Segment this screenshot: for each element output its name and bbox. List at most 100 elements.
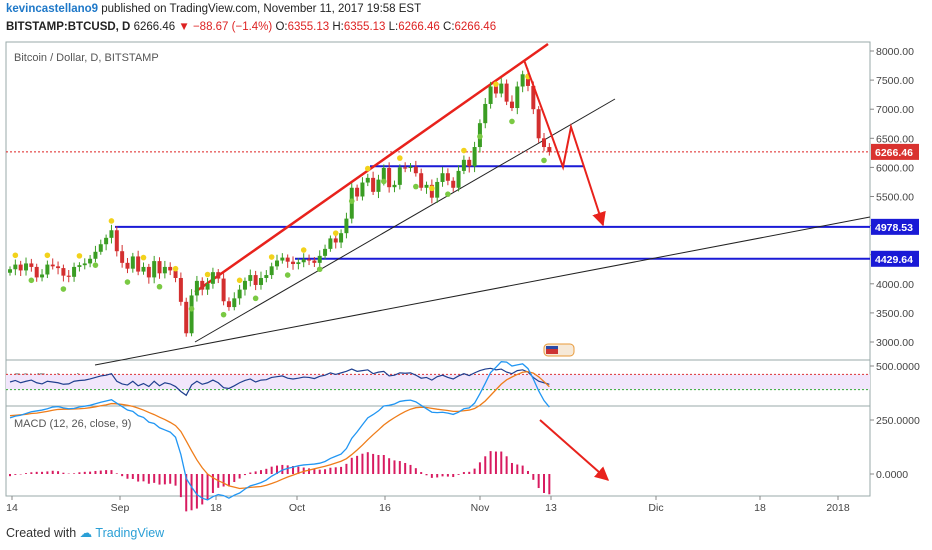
flag-icon <box>543 343 575 357</box>
candle-body <box>114 230 119 252</box>
signal-dot <box>397 155 403 161</box>
candle-body <box>66 275 71 277</box>
signal-dot <box>284 272 291 278</box>
candle-body <box>317 255 322 263</box>
price-pane-title: Bitcoin / Dollar, D, BITSTAMP <box>14 52 159 64</box>
signal-dot <box>124 279 131 285</box>
rsi-line <box>9 367 550 397</box>
signal-dot <box>429 185 435 192</box>
macd-tick-label: 0.0000 <box>876 469 908 481</box>
signal-dot <box>108 218 115 224</box>
candle-body <box>269 266 274 276</box>
candle-body <box>435 181 440 198</box>
chart-frame <box>5 41 871 497</box>
candle-body <box>360 182 365 197</box>
candle-body <box>403 167 408 169</box>
signal-dot <box>381 178 387 185</box>
trend-lines <box>94 42 871 366</box>
candle-body <box>72 266 77 277</box>
high-value: 6355.13 <box>343 21 386 33</box>
signal-dot <box>220 311 227 318</box>
candle-body <box>355 187 360 197</box>
candle-body <box>376 179 381 192</box>
upper-channel-trendline <box>194 42 549 294</box>
open-value: 6355.13 <box>287 21 330 33</box>
candle-body <box>515 86 520 109</box>
signal-dot <box>252 295 259 302</box>
candle-body <box>301 259 306 263</box>
tradingview-brand[interactable]: TradingView <box>95 526 165 540</box>
time-tick-label: 13 <box>545 502 557 514</box>
price-tags: 6266.46 4978.53 4429.64 <box>871 143 919 267</box>
signal-dot <box>461 147 467 154</box>
time-tick-label: Sep <box>111 502 130 514</box>
time-tick-label: 18 <box>754 502 766 514</box>
candle-body <box>24 263 29 271</box>
price-tick-label: 4000.00 <box>876 279 914 291</box>
candle-body <box>146 266 151 278</box>
candle-body <box>13 264 18 270</box>
author-link[interactable]: kevincastellano9 <box>6 3 99 15</box>
candle-body <box>328 238 333 249</box>
signal-dot <box>28 277 35 284</box>
tradingview-logo-icon: ☁ <box>79 526 93 540</box>
candle-body <box>40 274 45 278</box>
macd-tick-label: 500.0000 <box>876 361 920 373</box>
candle-body <box>226 301 231 308</box>
signal-dot <box>477 133 483 140</box>
price-tick-label: 6000.00 <box>876 162 914 174</box>
low-value: 6266.46 <box>398 21 440 33</box>
rsi-pane <box>6 367 870 397</box>
candle-body <box>509 101 514 109</box>
candle-body <box>56 266 61 269</box>
projection-arrows <box>523 59 610 481</box>
candle-body <box>264 275 269 278</box>
macd-axis: 500.0000 250.0000 0.0000 <box>870 361 920 481</box>
time-tick-label: Nov <box>471 502 490 514</box>
candle-body <box>397 167 402 185</box>
price-tag-label: 4429.64 <box>875 254 913 266</box>
candle-body <box>232 298 237 308</box>
candle-body <box>440 173 445 182</box>
price-tag-box <box>871 218 919 235</box>
candles <box>8 68 552 337</box>
candle-body <box>77 265 82 267</box>
price-change: −88.67 (−1.4%) <box>192 21 273 33</box>
low-label: L: <box>388 21 399 33</box>
candle-body <box>50 264 55 267</box>
candle-body <box>456 170 461 188</box>
time-tick-label: 2018 <box>826 502 850 514</box>
projection-arrow-1 <box>523 59 606 227</box>
price-tick-label: 3000.00 <box>876 337 914 349</box>
price-tick-label: 7500.00 <box>876 75 914 87</box>
candle-body <box>162 266 167 274</box>
candle-body <box>152 261 157 278</box>
candle-body <box>237 289 242 299</box>
candle-body <box>280 257 285 261</box>
candle-body <box>34 266 39 278</box>
candle-body <box>210 272 215 284</box>
signal-dot <box>76 253 83 259</box>
signal-dot <box>268 254 275 260</box>
candle-body <box>429 184 434 198</box>
candle-body <box>168 266 173 271</box>
candle-body <box>371 177 376 192</box>
candle-body <box>120 251 125 263</box>
signal-dot <box>300 247 307 253</box>
candle-body <box>312 260 317 263</box>
candle-body <box>542 138 546 148</box>
signal-dot <box>364 165 371 172</box>
signal-dot <box>236 277 243 284</box>
candle-body <box>323 248 328 256</box>
signal-dot <box>541 157 547 164</box>
candle-body <box>205 283 210 290</box>
candle-body <box>387 167 392 188</box>
candle-body <box>88 258 93 264</box>
candle-body <box>499 83 504 94</box>
candle-body <box>520 74 525 87</box>
candle-body <box>216 272 221 279</box>
created-with-label: Created with <box>6 526 77 540</box>
candle-body <box>253 275 258 285</box>
candle-body <box>413 166 418 174</box>
